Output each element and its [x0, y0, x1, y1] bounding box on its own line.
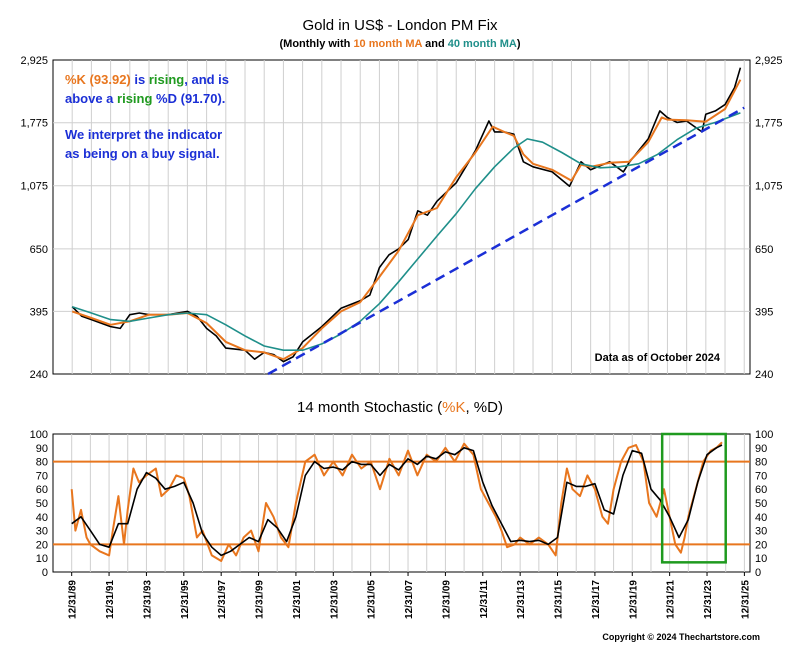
- support-trendline: [267, 106, 745, 376]
- annotation-d-value: %D (91.70).: [152, 91, 225, 106]
- subtitle-ma40: 40 month MA: [448, 38, 517, 50]
- price-ytick-label-left: 650: [30, 244, 48, 256]
- price-y-axis-left: 240 395 650 1,075 1,775 2,925: [20, 55, 48, 381]
- price-ytick-label-left: 395: [30, 306, 48, 318]
- signal-highlight-box: [660, 432, 727, 564]
- subtitle-suffix: ): [517, 38, 521, 50]
- stoch-ytick-label-right: 10: [755, 553, 767, 565]
- stoch-ytick-label-right: 40: [755, 512, 767, 524]
- stoch-xtick-label: 12/31/09: [441, 580, 452, 619]
- stoch-xtick-label: 12/31/95: [180, 580, 191, 619]
- stoch-ytick-label-right: 50: [755, 498, 767, 510]
- stoch-title-comma: ,: [465, 399, 473, 416]
- top-chart-title: Gold in US$ - London PM Fix: [302, 17, 498, 34]
- price-series-group: [71, 67, 745, 376]
- annotation-and-is: , and is: [184, 72, 229, 87]
- stoch-ytick-label-left: 10: [36, 553, 48, 565]
- price-ytick-label-right: 395: [755, 306, 773, 318]
- subtitle-and: and: [422, 38, 448, 50]
- stoch-ytick-label-right: 80: [755, 457, 767, 469]
- price-ytick-label-left: 1,075: [20, 181, 48, 193]
- price-ytick-label-left: 1,775: [20, 118, 48, 130]
- price-ytick-label-right: 1,775: [755, 118, 783, 130]
- stoch-ytick-label-right: 20: [755, 539, 767, 551]
- annotation-line-1: %K (93.92) is rising, and is: [65, 72, 229, 87]
- price-plot-frame: [52, 59, 751, 375]
- price-ytick-label-left: 2,925: [20, 55, 48, 67]
- stoch-xtick-label: 12/31/15: [554, 580, 565, 619]
- price-ytick-label-right: 1,075: [755, 181, 783, 193]
- stoch-ytick-label-left: 40: [36, 512, 48, 524]
- stoch-xtick-label: 12/31/05: [367, 580, 378, 619]
- stoch-xtick-label: 12/31/17: [591, 580, 602, 619]
- stoch-xtick-label: 12/31/89: [68, 580, 79, 619]
- stoch-ytick-label-right: 30: [755, 526, 767, 538]
- annotation-line-4: as being on a buy signal.: [65, 146, 220, 161]
- top-chart-subtitle: (Monthly with 10 month MA and 40 month M…: [280, 38, 521, 50]
- stoch-xtick-label: 12/31/03: [329, 580, 340, 619]
- stoch-ytick-label-left: 70: [36, 470, 48, 482]
- stoch-ytick-label-left: 60: [36, 484, 48, 496]
- annotation-line-2: above a rising %D (91.70).: [65, 91, 225, 106]
- annotation-k-value: %K (93.92): [65, 72, 131, 87]
- stoch-ytick-label-left: 50: [36, 498, 48, 510]
- annotation-rising-1: rising: [149, 72, 184, 87]
- stoch-xtick-label: 12/31/25: [740, 580, 751, 619]
- subtitle-ma10: 10 month MA: [353, 38, 422, 50]
- stochastic-plot-frame: [52, 433, 751, 573]
- stoch-xtick-label: 12/31/99: [255, 580, 266, 619]
- stoch-xtick-label: 12/31/07: [404, 580, 415, 619]
- stoch-xtick-label: 12/31/23: [703, 580, 714, 619]
- annotation-is: is: [131, 72, 149, 87]
- annotation-above-a: above a: [65, 91, 117, 106]
- subtitle-prefix: (Monthly with: [280, 38, 354, 50]
- stoch-xtick-label: 12/31/19: [628, 580, 639, 619]
- price-ytick-label-right: 240: [755, 369, 773, 381]
- stoch-title-prefix: 14 month Stochastic (: [297, 399, 442, 416]
- stoch-xtick-label: 12/31/11: [479, 580, 490, 619]
- annotation-rising-2: rising: [117, 91, 152, 106]
- price-y-axis-right: 240 395 650 1,075 1,775 2,925: [755, 55, 783, 381]
- stoch-ytick-label-left: 20: [36, 539, 48, 551]
- stochastic-grid: [53, 434, 750, 572]
- stoch-title-k: %K: [442, 399, 465, 416]
- copyright-note: Copyright © 2024 Thechartstore.com: [602, 632, 760, 642]
- stoch-ytick-label-left: 0: [42, 567, 48, 579]
- price-ytick-label-left: 240: [30, 369, 48, 381]
- stoch-k-line: [70, 441, 723, 562]
- data-as-of-note: Data as of October 2024: [595, 352, 721, 364]
- stochastic-x-axis: 12/31/89 12/31/91 12/31/93 12/31/95 12/31/97…: [68, 572, 751, 619]
- stoch-d-line: [71, 444, 723, 557]
- stoch-xtick-label: 12/31/21: [666, 580, 677, 619]
- stoch-xtick-label: 12/31/93: [142, 580, 153, 619]
- stochastic-series-group: [70, 432, 727, 564]
- stoch-xtick-label: 12/31/91: [105, 580, 116, 619]
- stoch-ytick-label-left: 30: [36, 526, 48, 538]
- price-ytick-label-right: 650: [755, 244, 773, 256]
- stoch-ytick-label-right: 90: [755, 443, 767, 455]
- stoch-xtick-label: 12/31/01: [292, 580, 303, 619]
- stoch-ytick-label-right: 100: [755, 429, 773, 441]
- stoch-ytick-label-right: 60: [755, 484, 767, 496]
- price-plot-area: 240 395 650 1,075 1,775 2,925 240 395 650 1,075 1…: [20, 55, 782, 381]
- stoch-title-d: %D: [474, 399, 498, 416]
- price-ytick-label-right: 2,925: [755, 55, 783, 67]
- ma40-line: [71, 112, 741, 352]
- stoch-ytick-label-left: 80: [36, 457, 48, 469]
- stoch-xtick-label: 12/31/97: [217, 580, 228, 619]
- bottom-chart-title: 14 month Stochastic (%K, %D): [297, 399, 503, 416]
- gold-price-line: [71, 67, 742, 363]
- stoch-ytick-label-left: 90: [36, 443, 48, 455]
- annotation-line-3: We interpret the indicator: [65, 127, 222, 142]
- stoch-xtick-label: 12/31/13: [516, 580, 527, 619]
- stoch-title-suffix: ): [498, 399, 503, 416]
- ma10-line: [71, 79, 742, 361]
- stoch-ytick-label-right: 0: [755, 567, 761, 579]
- stoch-ytick-label-left: 100: [30, 429, 48, 441]
- stoch-ytick-label-right: 70: [755, 470, 767, 482]
